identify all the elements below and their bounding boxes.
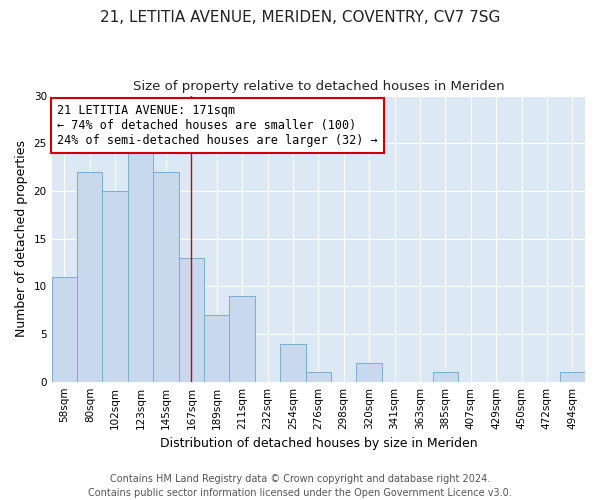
Bar: [204, 315, 229, 382]
Bar: [356, 362, 382, 382]
Bar: [229, 296, 255, 382]
Bar: [433, 372, 458, 382]
X-axis label: Distribution of detached houses by size in Meriden: Distribution of detached houses by size …: [160, 437, 477, 450]
Text: Contains HM Land Registry data © Crown copyright and database right 2024.
Contai: Contains HM Land Registry data © Crown c…: [88, 474, 512, 498]
Bar: [128, 153, 153, 382]
Bar: [305, 372, 331, 382]
Title: Size of property relative to detached houses in Meriden: Size of property relative to detached ho…: [133, 80, 504, 93]
Bar: [560, 372, 585, 382]
Bar: [103, 191, 128, 382]
Bar: [179, 258, 204, 382]
Text: 21 LETITIA AVENUE: 171sqm
← 74% of detached houses are smaller (100)
24% of semi: 21 LETITIA AVENUE: 171sqm ← 74% of detac…: [57, 104, 377, 147]
Bar: [77, 172, 103, 382]
Bar: [52, 277, 77, 382]
Bar: [153, 172, 179, 382]
Y-axis label: Number of detached properties: Number of detached properties: [15, 140, 28, 337]
Text: 21, LETITIA AVENUE, MERIDEN, COVENTRY, CV7 7SG: 21, LETITIA AVENUE, MERIDEN, COVENTRY, C…: [100, 10, 500, 25]
Bar: [280, 344, 305, 382]
